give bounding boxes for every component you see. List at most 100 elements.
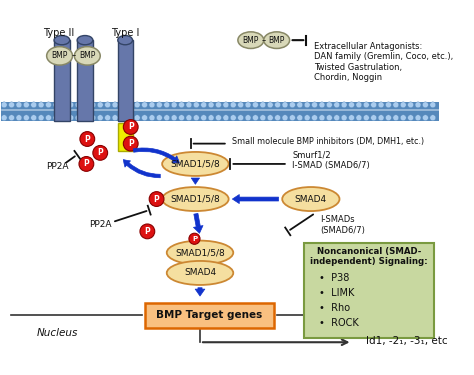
Circle shape bbox=[179, 115, 184, 121]
Circle shape bbox=[186, 115, 192, 121]
Circle shape bbox=[119, 115, 125, 121]
Ellipse shape bbox=[264, 32, 290, 48]
Circle shape bbox=[282, 115, 288, 121]
Text: BMP: BMP bbox=[268, 36, 285, 45]
Text: Type II: Type II bbox=[43, 28, 74, 38]
Circle shape bbox=[149, 102, 155, 108]
Text: Noncanonical (SMAD-
independent) Signaling:: Noncanonical (SMAD- independent) Signali… bbox=[310, 247, 428, 266]
Circle shape bbox=[385, 102, 392, 108]
Bar bbox=[54, 40, 70, 120]
Text: SMAD1/5/8: SMAD1/5/8 bbox=[175, 248, 225, 257]
Circle shape bbox=[237, 115, 244, 121]
Circle shape bbox=[290, 102, 295, 108]
Text: I-SMADs
(SMAD6/7): I-SMADs (SMAD6/7) bbox=[320, 215, 365, 235]
Circle shape bbox=[164, 102, 170, 108]
Circle shape bbox=[297, 102, 303, 108]
Circle shape bbox=[327, 102, 332, 108]
Circle shape bbox=[53, 115, 59, 121]
Circle shape bbox=[1, 102, 7, 108]
Circle shape bbox=[201, 115, 207, 121]
Circle shape bbox=[164, 115, 170, 121]
Circle shape bbox=[79, 156, 94, 171]
Circle shape bbox=[31, 115, 36, 121]
Text: BMP Target genes: BMP Target genes bbox=[156, 310, 263, 321]
Bar bbox=[77, 40, 93, 120]
Circle shape bbox=[189, 233, 200, 244]
Circle shape bbox=[230, 102, 236, 108]
Circle shape bbox=[38, 115, 44, 121]
Circle shape bbox=[282, 102, 288, 108]
Circle shape bbox=[9, 102, 15, 108]
Circle shape bbox=[171, 102, 177, 108]
Circle shape bbox=[341, 102, 347, 108]
Ellipse shape bbox=[167, 261, 233, 285]
Text: Nucleus: Nucleus bbox=[36, 328, 78, 338]
Text: BMP: BMP bbox=[79, 51, 95, 60]
Ellipse shape bbox=[162, 187, 228, 211]
Circle shape bbox=[208, 115, 214, 121]
Circle shape bbox=[179, 102, 184, 108]
Circle shape bbox=[68, 102, 73, 108]
Text: •  P38: • P38 bbox=[319, 273, 349, 284]
Circle shape bbox=[237, 102, 244, 108]
Circle shape bbox=[105, 102, 110, 108]
Text: SMAD4: SMAD4 bbox=[295, 195, 327, 204]
Text: –: – bbox=[71, 51, 75, 60]
Circle shape bbox=[193, 102, 199, 108]
Circle shape bbox=[393, 115, 399, 121]
Circle shape bbox=[186, 102, 192, 108]
Circle shape bbox=[75, 115, 81, 121]
Bar bbox=[145, 303, 274, 328]
Circle shape bbox=[364, 102, 369, 108]
Circle shape bbox=[348, 115, 355, 121]
Text: PP2A: PP2A bbox=[89, 220, 112, 230]
Text: Id1, -2₁, -3₁, etc: Id1, -2₁, -3₁, etc bbox=[366, 336, 448, 346]
Circle shape bbox=[140, 224, 155, 239]
Circle shape bbox=[46, 102, 52, 108]
Circle shape bbox=[9, 115, 15, 121]
Circle shape bbox=[371, 115, 377, 121]
Circle shape bbox=[149, 192, 164, 207]
Circle shape bbox=[274, 115, 281, 121]
Circle shape bbox=[156, 102, 162, 108]
Circle shape bbox=[371, 102, 377, 108]
Ellipse shape bbox=[118, 36, 133, 45]
Circle shape bbox=[253, 115, 258, 121]
Circle shape bbox=[127, 102, 133, 108]
Bar bbox=[304, 243, 434, 338]
Circle shape bbox=[82, 102, 89, 108]
Bar bbox=[118, 40, 133, 120]
Circle shape bbox=[408, 102, 414, 108]
Circle shape bbox=[127, 115, 133, 121]
Ellipse shape bbox=[238, 32, 264, 48]
Circle shape bbox=[134, 102, 140, 108]
Text: P: P bbox=[83, 159, 89, 168]
Circle shape bbox=[341, 115, 347, 121]
Circle shape bbox=[134, 115, 140, 121]
Circle shape bbox=[82, 115, 89, 121]
Circle shape bbox=[60, 115, 66, 121]
Text: •  LIMK: • LIMK bbox=[319, 288, 355, 298]
Circle shape bbox=[430, 102, 436, 108]
Circle shape bbox=[297, 115, 303, 121]
Circle shape bbox=[311, 115, 318, 121]
Text: SMAD4: SMAD4 bbox=[184, 268, 216, 278]
Circle shape bbox=[378, 115, 384, 121]
Circle shape bbox=[119, 102, 125, 108]
Circle shape bbox=[193, 115, 199, 121]
Circle shape bbox=[93, 146, 108, 160]
Circle shape bbox=[123, 120, 138, 134]
Circle shape bbox=[208, 102, 214, 108]
Circle shape bbox=[430, 115, 436, 121]
Circle shape bbox=[23, 115, 29, 121]
Circle shape bbox=[267, 115, 273, 121]
Circle shape bbox=[97, 115, 103, 121]
Circle shape bbox=[319, 115, 325, 121]
Circle shape bbox=[304, 115, 310, 121]
Ellipse shape bbox=[167, 241, 233, 265]
Circle shape bbox=[245, 115, 251, 121]
Circle shape bbox=[149, 115, 155, 121]
Ellipse shape bbox=[74, 46, 100, 65]
Circle shape bbox=[364, 115, 369, 121]
Circle shape bbox=[422, 115, 428, 121]
